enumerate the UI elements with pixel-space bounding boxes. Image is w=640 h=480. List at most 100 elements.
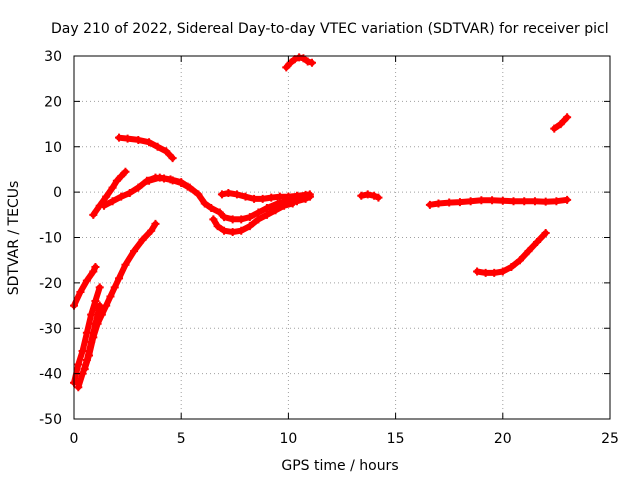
data-point bbox=[370, 191, 379, 200]
y-axis-label: SDTVAR / TECUs bbox=[6, 181, 22, 296]
data-point bbox=[200, 199, 209, 208]
data-point bbox=[254, 208, 263, 217]
y-tick-label: -30 bbox=[39, 321, 62, 337]
data-point bbox=[490, 268, 499, 277]
data-point bbox=[507, 262, 516, 271]
data-point bbox=[267, 193, 276, 202]
data-point bbox=[125, 189, 134, 198]
data-point bbox=[282, 63, 291, 72]
data-point bbox=[162, 147, 171, 156]
data-point bbox=[151, 219, 160, 228]
data-point bbox=[556, 120, 565, 129]
data-point bbox=[117, 192, 126, 201]
data-point bbox=[307, 58, 316, 67]
data-point bbox=[145, 176, 154, 185]
data-point bbox=[425, 200, 434, 209]
data-point bbox=[93, 319, 102, 328]
data-point bbox=[194, 190, 203, 199]
data-point bbox=[168, 154, 177, 163]
data-point bbox=[106, 292, 115, 301]
chart-title: Day 210 of 2022, Sidereal Day-to-day VTE… bbox=[51, 21, 609, 37]
data-point bbox=[254, 215, 263, 224]
data-point bbox=[541, 197, 550, 206]
data-point bbox=[455, 198, 464, 207]
y-tick-label: 30 bbox=[44, 49, 62, 65]
data-point bbox=[80, 365, 89, 374]
data-point bbox=[563, 195, 572, 204]
data-point bbox=[363, 190, 372, 199]
data-point bbox=[466, 197, 475, 206]
data-point bbox=[477, 196, 486, 205]
data-point bbox=[224, 189, 233, 198]
data-point bbox=[563, 113, 572, 122]
data-point bbox=[237, 226, 246, 235]
x-tick-label: 0 bbox=[70, 431, 79, 447]
data-point bbox=[374, 193, 383, 202]
data-point bbox=[74, 383, 83, 392]
data-point bbox=[434, 199, 443, 208]
data-point bbox=[134, 183, 143, 192]
y-tick-label: 0 bbox=[53, 185, 62, 201]
y-tick-label: 20 bbox=[44, 94, 62, 110]
data-point bbox=[530, 197, 539, 206]
data-point bbox=[85, 351, 94, 360]
data-point bbox=[207, 204, 216, 213]
y-tick-label: -20 bbox=[39, 276, 62, 292]
y-tick-label: -40 bbox=[39, 367, 62, 383]
data-point bbox=[241, 192, 250, 201]
data-point bbox=[121, 167, 130, 176]
data-point bbox=[228, 215, 237, 224]
data-point bbox=[89, 210, 98, 219]
data-point bbox=[473, 267, 482, 276]
data-point bbox=[91, 297, 100, 306]
x-tick-label: 10 bbox=[279, 431, 297, 447]
y-tick-label: -50 bbox=[39, 412, 62, 428]
data-point bbox=[89, 333, 98, 342]
data-point bbox=[177, 178, 186, 187]
data-point bbox=[97, 310, 106, 319]
data-point bbox=[245, 222, 254, 231]
y-tick-label: 10 bbox=[44, 140, 62, 156]
data-point bbox=[533, 238, 542, 247]
data-point bbox=[155, 173, 164, 182]
data-point bbox=[552, 197, 561, 206]
data-point bbox=[147, 226, 156, 235]
data-point bbox=[250, 194, 259, 203]
data-point bbox=[121, 260, 130, 269]
x-tick-label: 15 bbox=[387, 431, 405, 447]
data-point bbox=[262, 204, 271, 213]
data-point bbox=[524, 247, 533, 256]
data-point bbox=[220, 226, 229, 235]
data-point bbox=[217, 190, 226, 199]
data-point bbox=[82, 276, 91, 285]
data-point bbox=[102, 192, 111, 201]
axis-ticks: 0 5 10 15 20 25 -50 -40 -30 -20 -10 0 10 20 30 bbox=[39, 49, 619, 447]
data-point bbox=[292, 197, 301, 206]
data-point bbox=[115, 274, 124, 283]
data-traces bbox=[70, 53, 572, 392]
data-point bbox=[117, 172, 126, 181]
data-point bbox=[213, 222, 222, 231]
data-point bbox=[509, 197, 518, 206]
data-point bbox=[515, 256, 524, 265]
data-point bbox=[303, 57, 312, 66]
x-tick-label: 25 bbox=[601, 431, 619, 447]
x-tick-label: 20 bbox=[494, 431, 512, 447]
data-point bbox=[153, 142, 162, 151]
data-point bbox=[89, 267, 98, 276]
data-point bbox=[481, 268, 490, 277]
data-point bbox=[220, 213, 229, 222]
data-point bbox=[498, 267, 507, 276]
data-point bbox=[87, 310, 96, 319]
data-point bbox=[209, 215, 218, 224]
data-point bbox=[130, 247, 139, 256]
grid-layer bbox=[74, 56, 610, 419]
data-point bbox=[232, 190, 241, 199]
data-point bbox=[112, 176, 121, 185]
data-point bbox=[138, 235, 147, 244]
data-point bbox=[91, 262, 100, 271]
data-point bbox=[262, 210, 271, 219]
data-point bbox=[305, 192, 314, 201]
data-point bbox=[123, 134, 132, 143]
